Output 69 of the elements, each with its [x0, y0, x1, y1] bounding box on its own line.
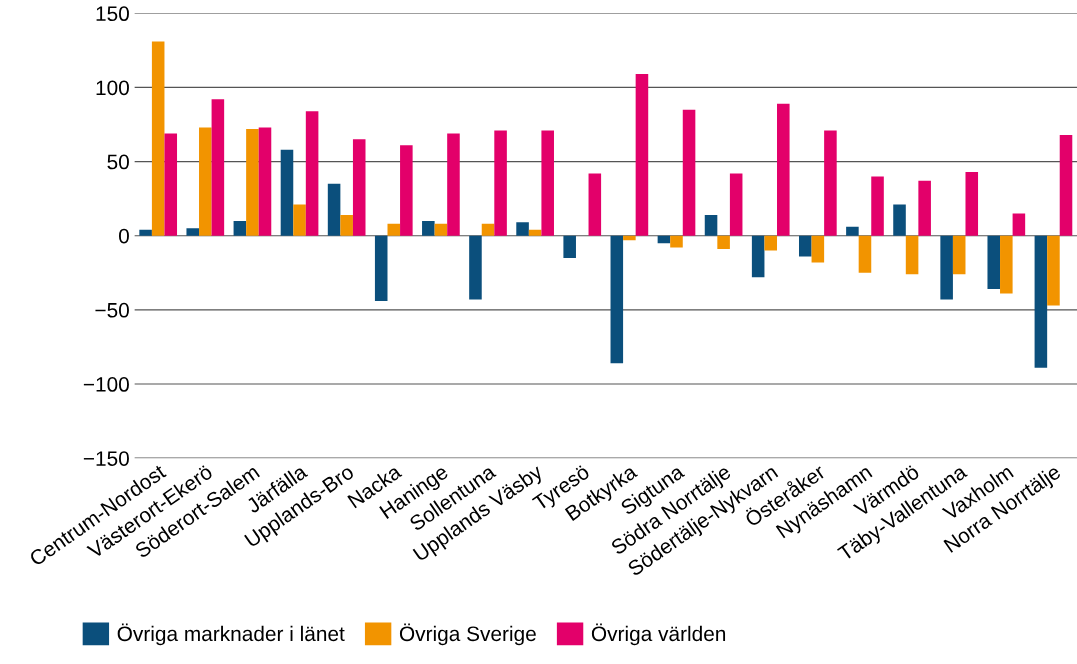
bar: [374, 235, 388, 301]
y-tick-label: 100: [96, 80, 129, 96]
bar: [764, 235, 778, 251]
y-tick-label: 150: [96, 6, 129, 22]
bar: [893, 204, 906, 236]
bar: [1047, 235, 1060, 306]
bar: [1000, 235, 1013, 294]
bar: [164, 133, 178, 236]
y-tick-label: 0: [118, 228, 129, 244]
bar: [139, 229, 152, 236]
bar: [965, 171, 979, 236]
bar: [824, 130, 837, 236]
y-tick-label: 50: [107, 154, 129, 170]
bar: [846, 226, 859, 236]
bar: [494, 130, 507, 236]
bar: [305, 111, 319, 236]
bar: [400, 145, 413, 236]
bar: [670, 235, 683, 248]
bar: [799, 235, 812, 257]
bar: [387, 223, 401, 236]
bar: [528, 229, 542, 236]
bar: [233, 220, 247, 236]
bar: [1059, 134, 1073, 236]
bar: [610, 235, 624, 364]
bar: [987, 235, 1001, 290]
bar: [447, 133, 460, 236]
bar: [588, 173, 602, 236]
bar: [682, 109, 696, 236]
bar: [186, 228, 200, 236]
bar: [199, 127, 212, 236]
bar: [635, 74, 649, 236]
bar: [704, 214, 718, 236]
bar: [1012, 213, 1026, 236]
bar: [751, 235, 765, 278]
bar: [858, 235, 872, 273]
bar: [434, 223, 448, 236]
bar: [952, 235, 966, 275]
bar: [811, 235, 825, 263]
bar: [777, 103, 790, 236]
legend-label: Övriga marknader i länet: [117, 623, 345, 646]
bar: [293, 204, 306, 236]
y-tick-label: −100: [83, 377, 129, 392]
legend-label: Övriga världen: [591, 623, 726, 646]
legend-label: Övriga Sverige: [399, 623, 536, 646]
y-tick-label: −150: [83, 451, 129, 466]
bar: [340, 214, 353, 236]
bar: [258, 127, 272, 236]
bar: [246, 128, 259, 236]
bar: [280, 149, 294, 236]
bar: [1034, 235, 1048, 368]
bar: [516, 222, 529, 236]
y-tick-label: −50: [95, 302, 129, 318]
bar: [327, 183, 341, 236]
bar: [871, 176, 884, 236]
bar: [563, 235, 576, 258]
bar: [541, 130, 554, 236]
bar: [657, 235, 671, 244]
bar: [729, 173, 743, 236]
bar: [151, 41, 165, 236]
bar: [469, 235, 482, 300]
bar: [623, 235, 636, 241]
bar: [905, 235, 919, 275]
bar: [211, 99, 225, 236]
bar: [422, 220, 435, 236]
bar: [481, 223, 495, 236]
bar: [940, 235, 953, 300]
bar: [918, 180, 931, 236]
bar: [352, 139, 366, 236]
bar: [717, 235, 730, 250]
